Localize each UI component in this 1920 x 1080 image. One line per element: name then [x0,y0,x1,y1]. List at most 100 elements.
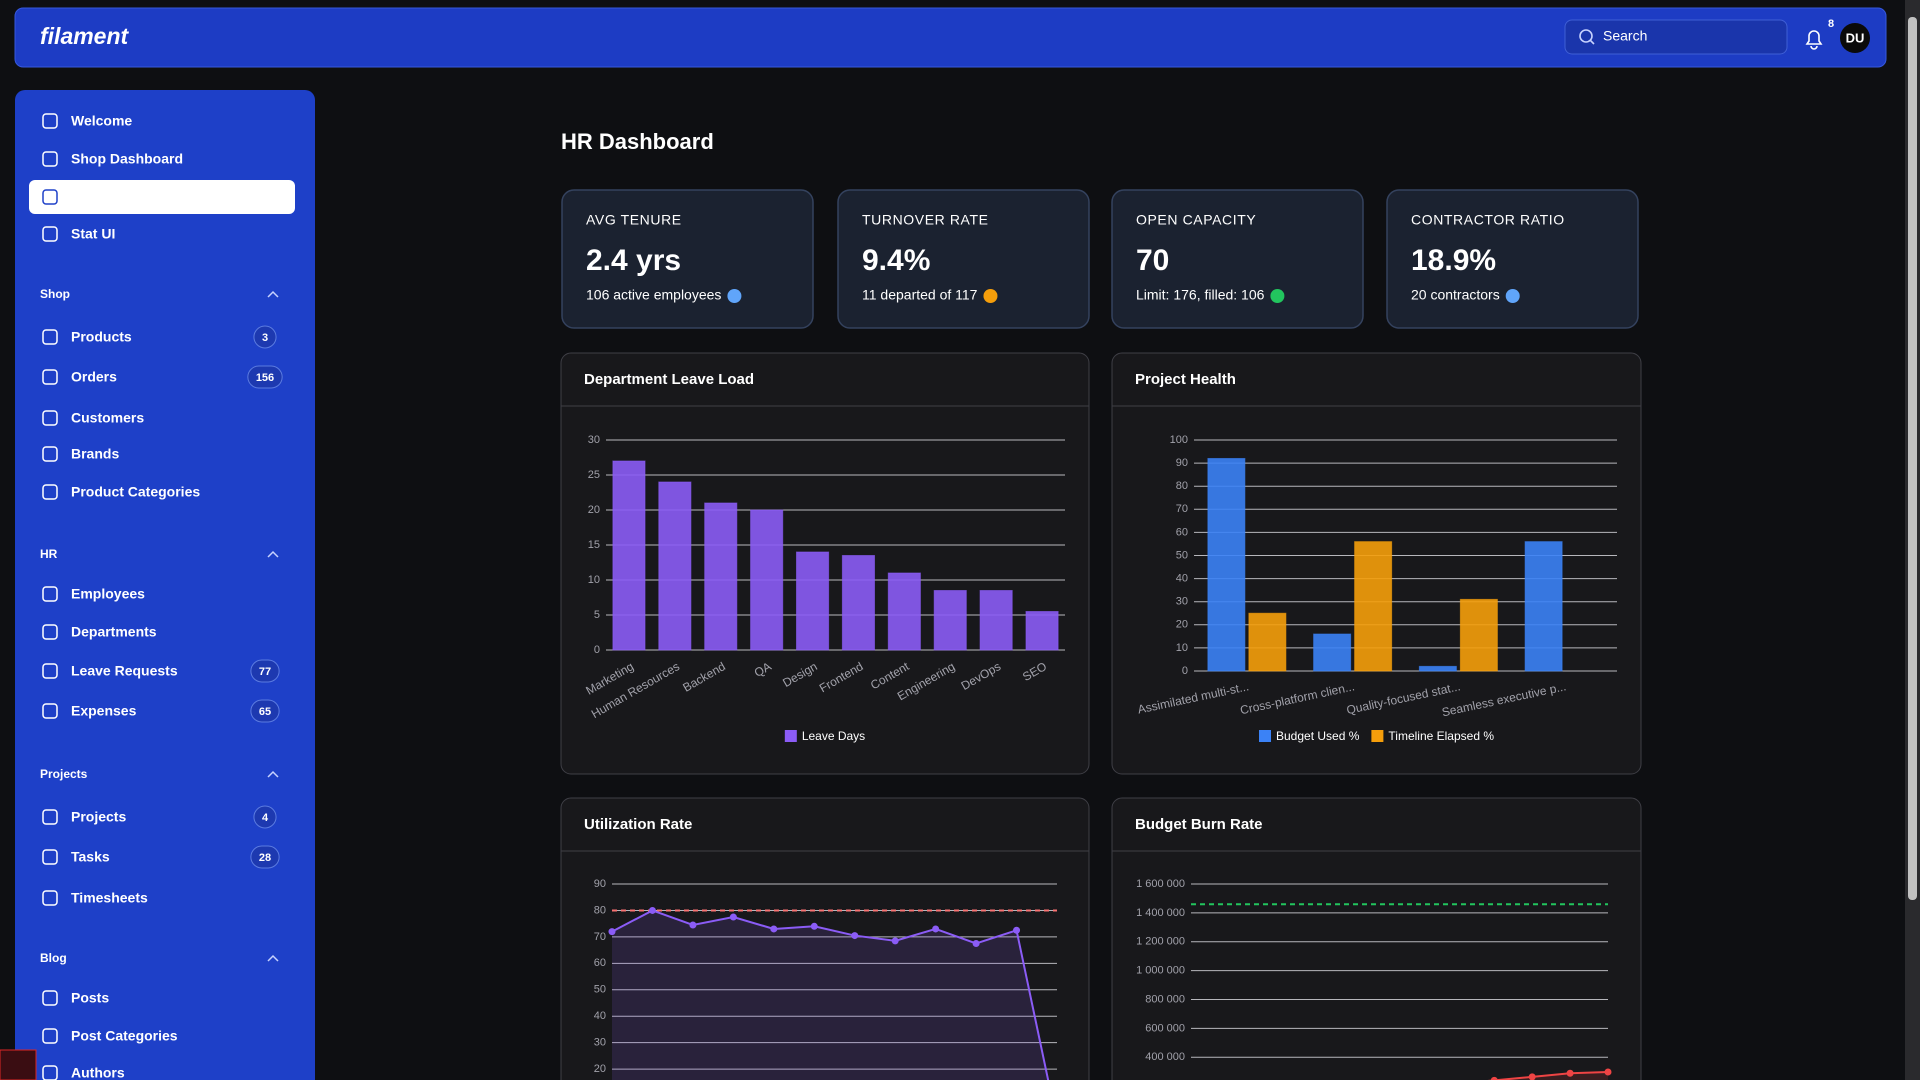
point [891,937,899,945]
nav-active-bg[interactable] [29,180,295,214]
nav-item[interactable]: Leave Requests [71,663,178,679]
nav-item[interactable]: Employees [71,586,145,602]
line [611,909,1050,1080]
bar [1459,598,1498,672]
legend-swatch [784,730,797,742]
nav-icon [42,189,58,205]
search-icon [1579,29,1593,43]
nav-item[interactable]: Products [71,329,132,345]
nav-badge-count: 4 [262,812,269,824]
nav-item[interactable]: Welcome [71,113,132,129]
y-tick-label: 50 [1176,549,1188,561]
y-tick-label: 30 [588,434,600,446]
stat-card [561,189,814,329]
legend-label[interactable]: Timeline Elapsed % [1388,729,1494,743]
nav-group-title[interactable]: Projects [40,767,88,781]
avatar-initials[interactable]: DU [1846,30,1865,45]
stat-icon [983,289,998,303]
stat-value: 2.4 yrs [586,244,681,277]
nav-item[interactable]: Customers [71,410,144,426]
y-tick-label: 60 [594,957,606,969]
nav-group-chevron[interactable] [267,954,279,962]
y-tick-label: 90 [594,878,606,890]
nav-item[interactable]: Timesheets [71,890,148,906]
nav-badge [250,845,280,869]
stat-card [1386,189,1639,329]
y-tick-label: 90 [1176,457,1188,469]
notifications-bell[interactable] [1805,30,1823,50]
nav-icon [42,990,58,1006]
nav-item[interactable]: Posts [71,990,109,1006]
legend: Leave Days [784,729,865,743]
y-tick-label: 80 [594,904,606,916]
nav-icon [42,484,58,500]
nav-group-chevron[interactable] [267,770,279,778]
point [648,906,656,914]
nav-item[interactable]: Departments [71,624,157,640]
y-tick-label: 10 [588,574,600,586]
legend-label[interactable]: Leave Days [802,729,865,743]
y-tick-label: 40 [594,1010,606,1022]
nav-icon [42,663,58,679]
y-tick-label: 600 000 [1145,1022,1185,1034]
stat-description: 106 active employees [586,287,721,303]
nav-group-chevron[interactable] [267,550,279,558]
top-bar [14,7,1887,68]
avatar[interactable] [1840,23,1870,53]
legend-label[interactable]: Budget Used % [1276,729,1360,743]
nav-item[interactable]: Tasks [71,849,110,865]
stat-icon [727,289,742,303]
nav-item[interactable]: Stat UI [71,226,115,242]
debug-icon[interactable] [0,1049,37,1080]
nav-item[interactable]: HR Dashboard [71,189,168,205]
nav-group-title[interactable]: Shop [40,287,70,301]
nav-group-title[interactable]: HR [40,547,58,561]
nav-item[interactable]: Product Categories [71,484,200,500]
nav-item[interactable]: Shop Dashboard [71,151,183,167]
bar [1207,457,1246,672]
y-tick-label: 15 [588,539,600,551]
point [770,925,778,933]
nav-icon [42,369,58,385]
nav-item[interactable]: Authors [71,1065,125,1080]
legend-swatch [1259,730,1271,742]
stat-value: 70 [1136,244,1169,277]
stat-icon [1505,289,1520,303]
nav-item[interactable]: Orders [71,369,117,385]
stat-label: OPEN CAPACITY [1136,212,1256,228]
y-tick-label: 5 [594,609,600,621]
y-tick-label: 20 [594,1063,606,1075]
nav-icon [42,410,58,426]
nav-item[interactable]: Projects [71,809,126,825]
nav-icon [42,1065,58,1080]
point [851,932,859,940]
stat-value: 18.9% [1411,244,1496,277]
bar [704,502,738,651]
chart-title: Project Health [1135,371,1236,388]
logo[interactable]: filament [40,23,130,49]
chart-panel [560,797,1090,1080]
notification-count: 8 [1828,18,1834,30]
nav-item[interactable]: Expenses [71,703,137,719]
y-tick-label: 1 200 000 [1136,936,1185,948]
search-box[interactable] [1564,19,1788,55]
nav-item[interactable]: Brands [71,446,119,462]
point [972,940,980,947]
nav-item[interactable]: Post Categories [71,1028,178,1044]
area [612,910,1049,1080]
bar [795,551,830,651]
y-tick-label: 800 000 [1145,993,1185,1005]
bar [750,509,784,651]
search-placeholder[interactable]: Search [1603,28,1647,44]
nav-icon [42,809,58,825]
scrollbar-thumb[interactable] [1908,17,1917,900]
search-icon [1589,39,1595,45]
nav-icon [42,446,58,462]
y-tick-label: 100 [1170,434,1188,446]
stat-description: 11 departed of 117 [862,287,978,303]
bar [841,555,876,651]
nav-group-chevron[interactable] [267,290,279,298]
bar [612,460,646,651]
nav-group-title[interactable]: Blog [40,951,67,965]
point [729,913,737,921]
